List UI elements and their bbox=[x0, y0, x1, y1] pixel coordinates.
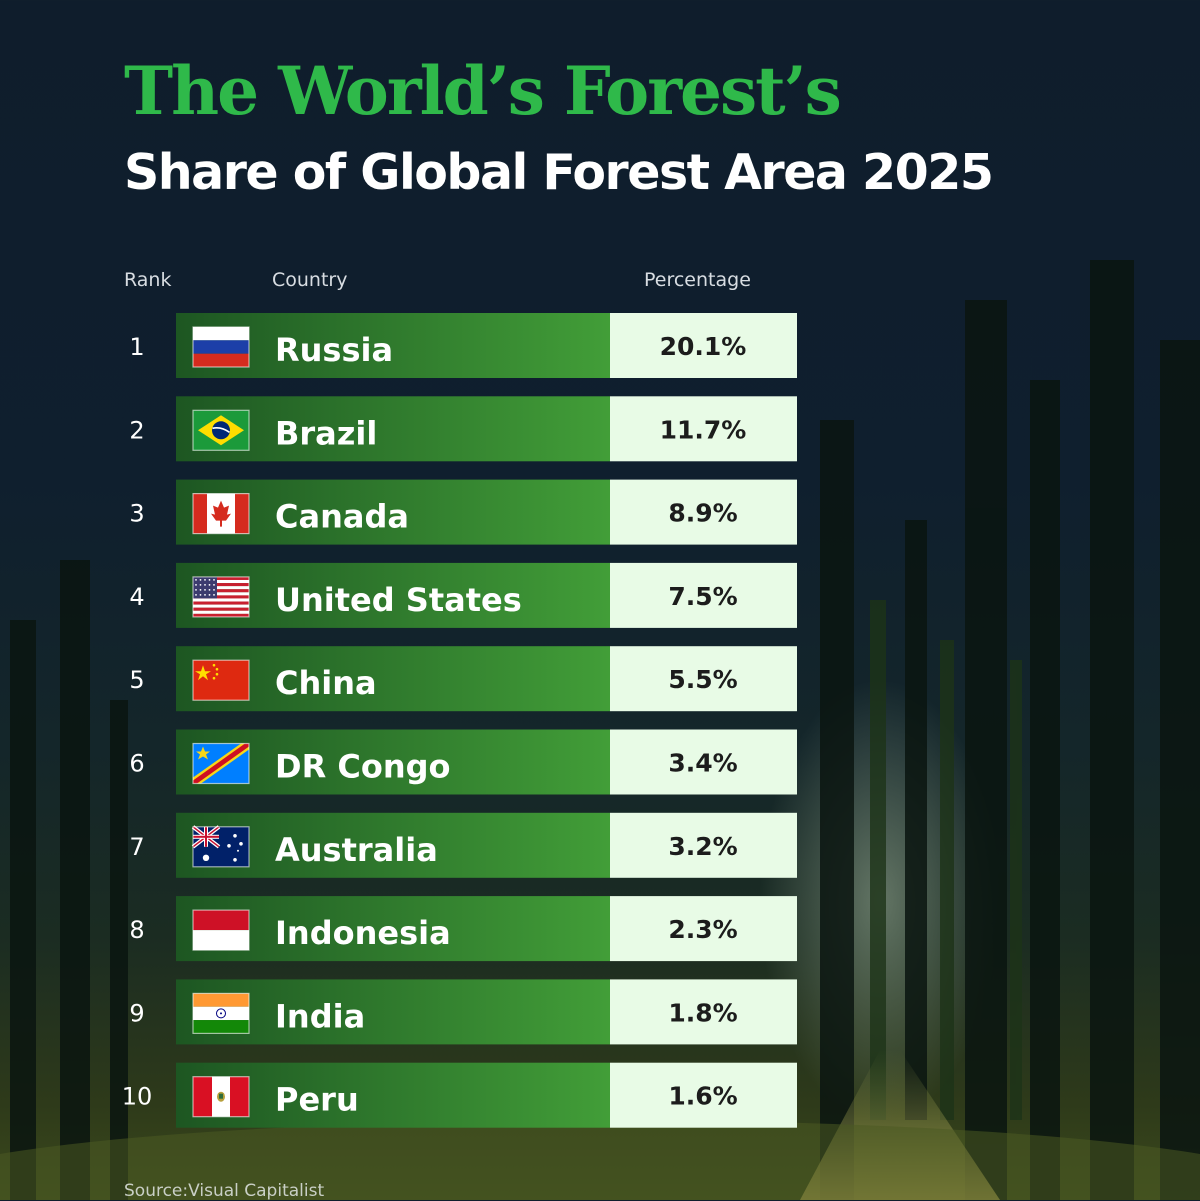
percentage-cell bbox=[610, 646, 797, 712]
percentage-value: 1.6% bbox=[668, 1082, 737, 1111]
percentage-value: 2.3% bbox=[668, 915, 737, 944]
percentage-cell bbox=[610, 729, 797, 795]
country-name: Canada bbox=[275, 498, 409, 536]
country-name: United States bbox=[275, 581, 522, 619]
percentage-value: 7.5% bbox=[668, 582, 737, 611]
china-flag bbox=[192, 659, 250, 701]
country-name: Brazil bbox=[275, 414, 377, 452]
rank-label: 5 bbox=[129, 666, 144, 694]
rank-label: 6 bbox=[129, 750, 144, 778]
percentage-value: 5.5% bbox=[668, 665, 737, 694]
percentage-value: 1.8% bbox=[668, 998, 737, 1027]
country-name: India bbox=[275, 997, 365, 1035]
canada-flag bbox=[192, 493, 250, 535]
country-name: DR Congo bbox=[275, 748, 450, 786]
percentage-cell bbox=[610, 313, 797, 378]
column-header-percentage: Percentage bbox=[644, 269, 751, 291]
country-name: Russia bbox=[275, 331, 393, 369]
page-title: The World’s Forest’s bbox=[124, 52, 842, 130]
united-states-flag bbox=[192, 576, 250, 618]
rank-label: 4 bbox=[129, 583, 144, 611]
country-name: China bbox=[275, 664, 377, 702]
column-header-country: Country bbox=[272, 269, 348, 291]
rank-label: 9 bbox=[129, 999, 144, 1027]
column-header-rank: Rank bbox=[124, 269, 172, 291]
source-note: Source:Visual Capitalist bbox=[124, 1181, 325, 1201]
indonesia-flag bbox=[192, 909, 250, 951]
rank-label: 8 bbox=[129, 916, 144, 944]
percentage-cell bbox=[610, 812, 797, 878]
rank-label: 2 bbox=[129, 416, 144, 444]
percentage-value: 3.4% bbox=[668, 749, 737, 778]
brazil-flag bbox=[192, 409, 250, 451]
rank-label: 1 bbox=[129, 333, 144, 361]
peru-flag bbox=[192, 1076, 250, 1118]
percentage-cell bbox=[610, 979, 797, 1045]
country-name: Indonesia bbox=[275, 914, 451, 952]
india-flag bbox=[192, 992, 250, 1035]
country-name: Peru bbox=[275, 1081, 359, 1119]
percentage-value: 3.2% bbox=[668, 832, 737, 861]
percentage-cell bbox=[610, 1062, 797, 1128]
page-subtitle: Share of Global Forest Area 2025 bbox=[124, 144, 994, 201]
dr-congo-flag bbox=[192, 742, 250, 785]
percentage-cell bbox=[610, 479, 797, 545]
country-name: Australia bbox=[275, 831, 438, 869]
percentage-value: 20.1% bbox=[660, 332, 747, 361]
percentage-value: 8.9% bbox=[668, 499, 737, 528]
australia-flag bbox=[191, 825, 250, 868]
rank-label: 7 bbox=[129, 833, 144, 861]
percentage-cell bbox=[610, 562, 797, 628]
percentage-cell bbox=[610, 396, 797, 462]
percentage-value: 11.7% bbox=[660, 415, 747, 444]
rank-label: 10 bbox=[122, 1083, 153, 1111]
russia-flag bbox=[192, 326, 250, 368]
rank-label: 3 bbox=[129, 500, 144, 528]
percentage-cell bbox=[610, 896, 797, 962]
